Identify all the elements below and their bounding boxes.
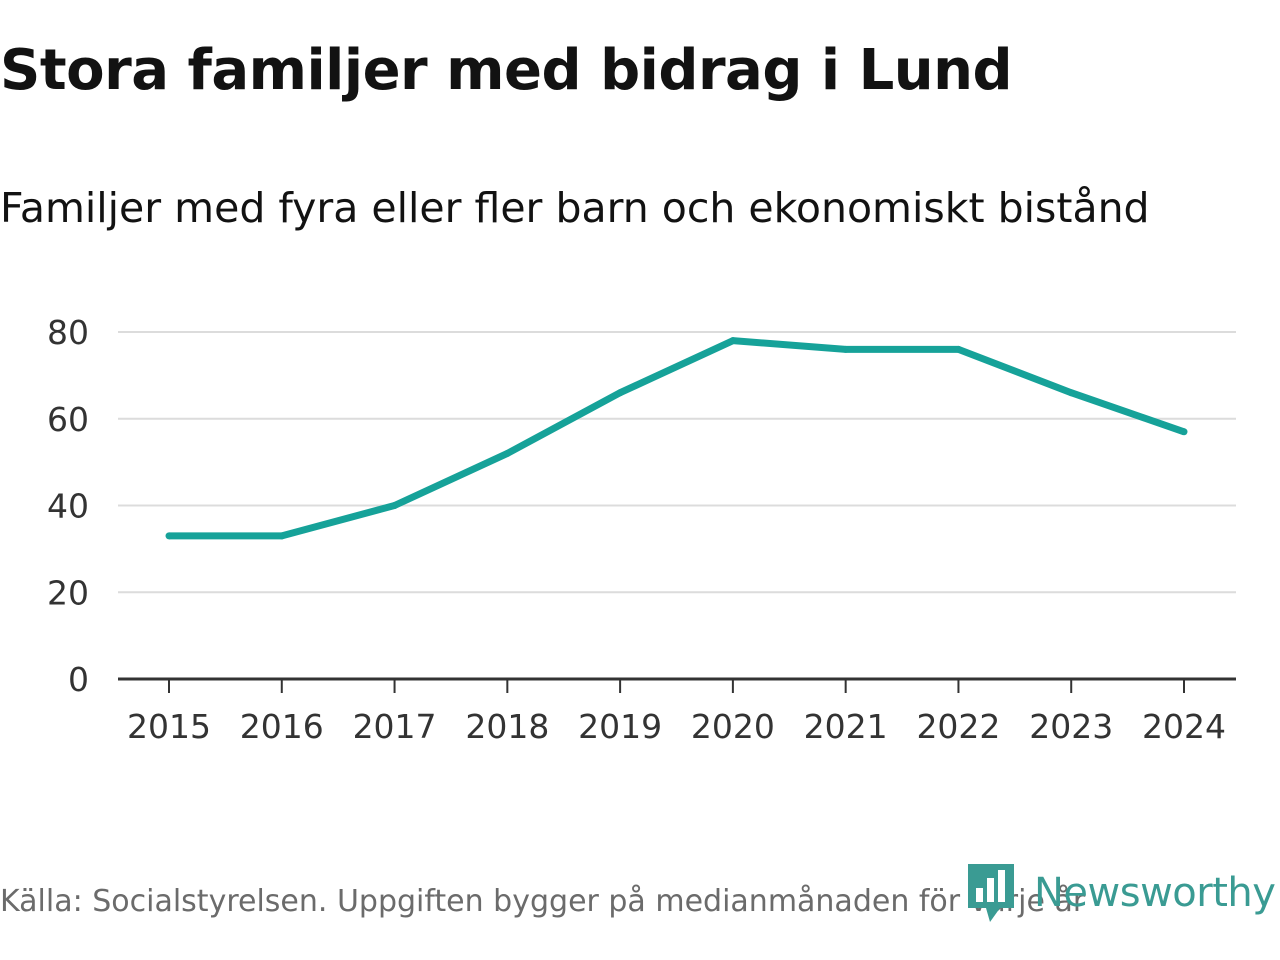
x-tick-label: 2021	[804, 707, 888, 746]
chart-title: Stora familjer med bidrag i Lund	[0, 38, 1013, 103]
x-tick-label: 2019	[578, 707, 662, 746]
y-tick-label: 20	[47, 573, 89, 612]
chart-subtitle: Familjer med fyra eller fler barn och ek…	[0, 184, 1150, 232]
data-point-2019	[616, 389, 624, 397]
data-point-2023	[1067, 389, 1075, 397]
x-tick-label: 2017	[353, 707, 437, 746]
x-tick-label: 2018	[465, 707, 549, 746]
newsworthy-logo-icon	[968, 864, 1014, 922]
x-axis-ticks: 2015 2016 2017 2018 2019 2020 2021 2022 2023 2024	[127, 679, 1226, 746]
x-tick-label: 2023	[1029, 707, 1113, 746]
x-tick-label: 2015	[127, 707, 211, 746]
data-point-2022	[954, 345, 962, 353]
series-layer	[165, 337, 1188, 540]
x-tick-label: 2020	[691, 707, 775, 746]
y-tick-label: 40	[47, 487, 89, 526]
x-tick-label: 2016	[240, 707, 324, 746]
data-point-2015	[165, 532, 173, 540]
series-line	[169, 337, 1186, 540]
brand-name: Newsworthy	[1034, 870, 1276, 916]
data-point-2021	[842, 345, 850, 353]
y-tick-label: 0	[68, 660, 89, 699]
brand-badge: Newsworthy	[966, 862, 1276, 924]
x-tick-label: 2024	[1142, 707, 1226, 746]
data-point-2016	[278, 532, 286, 540]
data-point-2017	[391, 502, 399, 509]
data-point-2020	[729, 337, 737, 345]
y-axis-ticks: 0 20 40 60 80	[47, 313, 89, 699]
gridlines	[118, 331, 1236, 594]
source-note: Källa: Socialstyrelsen. Uppgiften bygger…	[0, 884, 1086, 919]
x-tick-label: 2022	[916, 707, 1000, 746]
data-point-2024	[1180, 428, 1188, 436]
data-point-2018	[503, 449, 511, 457]
y-tick-label: 80	[47, 313, 89, 352]
y-tick-label: 60	[47, 400, 89, 439]
